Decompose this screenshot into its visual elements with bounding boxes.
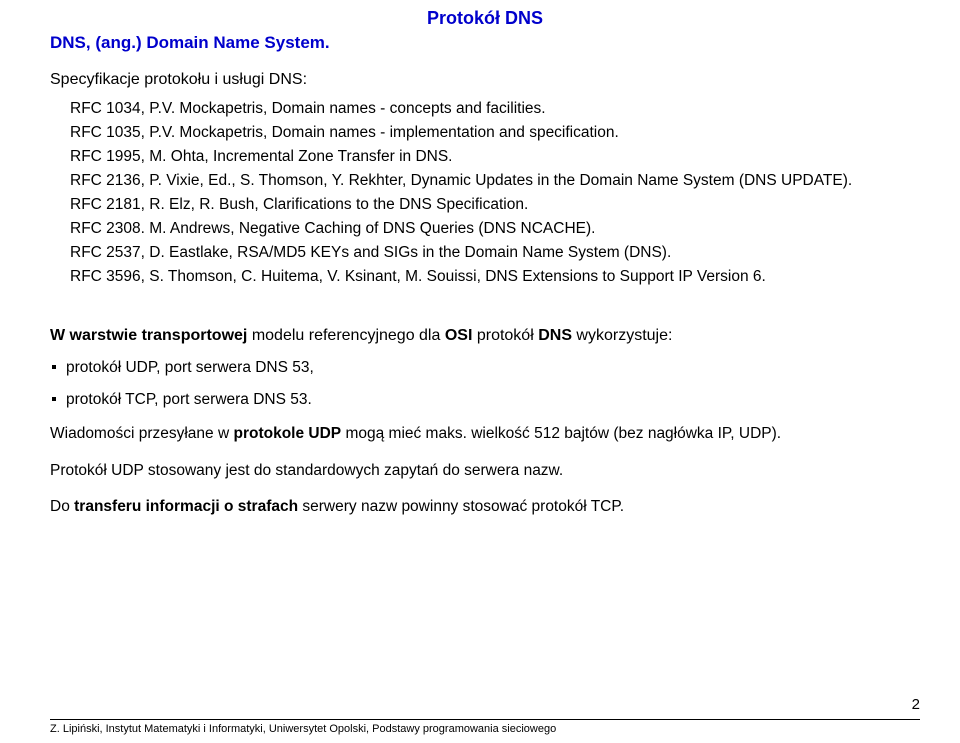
- transport-heading: W warstwie transportowej modelu referenc…: [50, 327, 920, 345]
- bullet-dot-icon: [52, 365, 56, 369]
- tcp-pre: Do: [50, 498, 74, 515]
- document-page: Protokół DNS DNS, (ang.) Domain Name Sys…: [0, 0, 960, 743]
- page-number: 2: [912, 696, 920, 713]
- spec-label: Specyfikacje protokołu i usługi DNS:: [50, 71, 920, 89]
- tcp-post: serwery nazw powinny stosować protokół T…: [298, 498, 624, 515]
- udp-bold: protokole UDP: [233, 425, 341, 442]
- rfc-item: RFC 2181, R. Elz, R. Bush, Clarification…: [70, 193, 920, 217]
- bullet-text: protokół TCP, port serwera DNS 53.: [66, 391, 312, 409]
- rfc-item: RFC 3596, S. Thomson, C. Huitema, V. Ksi…: [70, 265, 920, 289]
- transport-heading-bold-1: W warstwie transportowej: [50, 327, 247, 344]
- rfc-item: RFC 1995, M. Ohta, Incremental Zone Tran…: [70, 145, 920, 169]
- rfc-item: RFC 2537, D. Eastlake, RSA/MD5 KEYs and …: [70, 241, 920, 265]
- rfc-list: RFC 1034, P.V. Mockapetris, Domain names…: [50, 97, 920, 289]
- rfc-item: RFC 1035, P.V. Mockapetris, Domain names…: [70, 121, 920, 145]
- transport-heading-bold-2: OSI: [445, 327, 473, 344]
- bullet-text: protokół UDP, port serwera DNS 53,: [66, 359, 314, 377]
- std-paragraph: Protokół UDP stosowany jest do standardo…: [50, 460, 920, 482]
- footer-text: Z. Lipiński, Instytut Matematyki i Infor…: [50, 719, 920, 735]
- udp-pre: Wiadomości przesyłane w: [50, 425, 233, 442]
- bullet-list: protokół UDP, port serwera DNS 53, proto…: [50, 359, 920, 409]
- udp-paragraph: Wiadomości przesyłane w protokole UDP mo…: [50, 423, 920, 445]
- rfc-item: RFC 1034, P.V. Mockapetris, Domain names…: [70, 97, 920, 121]
- bullet-item: protokół TCP, port serwera DNS 53.: [52, 391, 920, 409]
- udp-post: mogą mieć maks. wielkość 512 bajtów (bez…: [341, 425, 781, 442]
- rfc-item: RFC 2136, P. Vixie, Ed., S. Thomson, Y. …: [70, 169, 920, 193]
- transport-heading-bold-3: DNS: [538, 327, 572, 344]
- tcp-paragraph: Do transferu informacji o strafach serwe…: [50, 496, 920, 518]
- page-subtitle: DNS, (ang.) Domain Name System.: [50, 33, 920, 53]
- tcp-bold: transferu informacji o strafach: [74, 498, 298, 515]
- page-title: Protokół DNS: [50, 8, 920, 29]
- bullet-dot-icon: [52, 397, 56, 401]
- rfc-item: RFC 2308. M. Andrews, Negative Caching o…: [70, 217, 920, 241]
- bullet-item: protokół UDP, port serwera DNS 53,: [52, 359, 920, 377]
